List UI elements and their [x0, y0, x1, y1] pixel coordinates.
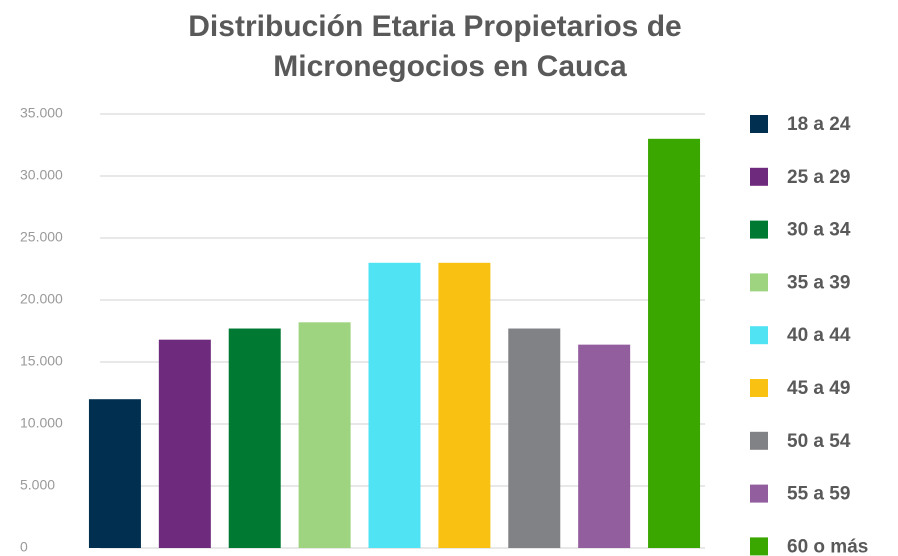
y-tick-label: 15.000: [20, 353, 63, 369]
legend-swatch: [750, 537, 768, 556]
bar: [88, 399, 141, 548]
legend-label: 50 a 54: [787, 431, 851, 452]
legend-swatch: [750, 484, 768, 503]
bar: [438, 262, 491, 548]
legend-label: 45 a 49: [787, 378, 850, 399]
y-tick-label: 25.000: [20, 229, 63, 245]
bar: [228, 328, 281, 548]
legend-swatch: [750, 379, 768, 397]
legend-swatch: [750, 220, 768, 239]
legend-swatch: [750, 326, 768, 345]
bar: [298, 322, 351, 548]
bar: [158, 339, 211, 548]
legend-swatch: [750, 115, 768, 133]
legend-label: 40 a 44: [787, 325, 851, 346]
legend-label: 25 a 29: [787, 167, 850, 188]
y-tick-label: 35.000: [20, 105, 63, 121]
bar: [508, 328, 561, 548]
bar: [648, 138, 701, 549]
legend-label: 60 o más: [787, 536, 868, 556]
chart-title: Distribución Etaria Propietarios de: [188, 10, 681, 43]
legend-swatch: [750, 167, 768, 186]
y-tick-label: 5.000: [20, 477, 55, 493]
y-tick-label: 0: [20, 539, 28, 555]
y-tick-label: 30.000: [20, 167, 63, 183]
y-tick-label: 20.000: [20, 291, 63, 307]
legend-label: 35 a 39: [787, 272, 850, 293]
legend-swatch: [750, 273, 768, 292]
bar: [578, 344, 631, 548]
legend-label: 30 a 34: [787, 220, 851, 241]
legend-swatch: [750, 431, 768, 450]
y-tick-label: 10.000: [20, 415, 63, 431]
bar: [368, 262, 421, 548]
legend-label: 55 a 59: [787, 484, 850, 505]
legend-label: 18 a 24: [787, 114, 851, 135]
chart-title: Micronegocios en Cauca: [273, 50, 627, 83]
